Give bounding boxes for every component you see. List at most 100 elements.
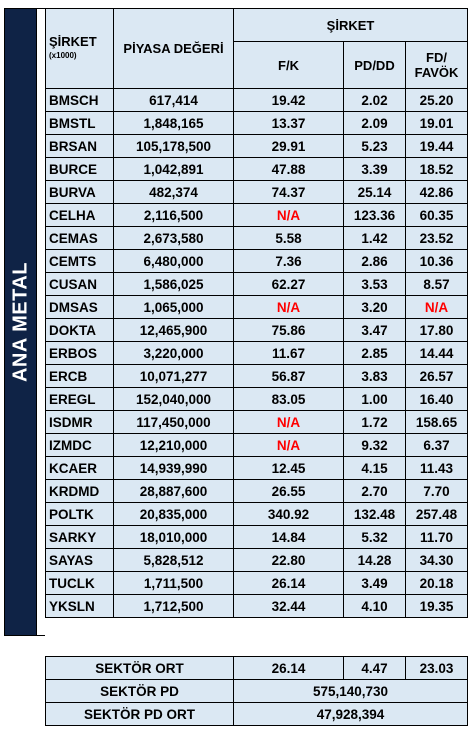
fd-favok-cell: 19.01 — [404, 111, 469, 135]
header-fd-line2: FAVÖK — [414, 65, 459, 80]
table-row: BMSCH 617,414 19.42 2.02 25.20 — [45, 88, 469, 112]
fk-cell: N/A — [233, 203, 344, 227]
ticker-cell: CEMTS — [45, 249, 114, 273]
sector-avg-label: SEKTÖR ORT — [45, 656, 234, 680]
pddd-cell: 2.02 — [343, 88, 406, 112]
market-value-cell: 482,374 — [113, 180, 234, 204]
market-value-cell: 14,939,990 — [113, 456, 234, 480]
fd-favok-cell: 14.44 — [404, 341, 469, 365]
market-value-cell: 12,210,000 — [113, 433, 234, 457]
fd-favok-cell: 60.35 — [404, 203, 469, 227]
sector-label-panel: ANA METAL — [4, 8, 37, 636]
fk-cell: N/A — [233, 295, 344, 319]
fk-cell: 340.92 — [233, 502, 344, 526]
pddd-cell: 3.49 — [343, 571, 406, 595]
pddd-cell: 14.28 — [343, 548, 406, 572]
table-row: BRSAN 105,178,500 29.91 5.23 19.44 — [45, 134, 469, 158]
pddd-cell: 4.10 — [343, 594, 406, 618]
fd-favok-cell: 25.20 — [404, 88, 469, 112]
table-row: SARKY 18,010,000 14.84 5.32 11.70 — [45, 525, 469, 549]
market-value-cell: 1,711,500 — [113, 571, 234, 595]
ticker-cell: IZMDC — [45, 433, 114, 457]
table-row: BMSTL 1,848,165 13.37 2.09 19.01 — [45, 111, 469, 135]
ticker-cell: CUSAN — [45, 272, 114, 296]
pddd-cell: 5.23 — [343, 134, 406, 158]
market-value-cell: 3,220,000 — [113, 341, 234, 365]
table-row: ERCB 10,071,277 56.87 3.83 26.57 — [45, 364, 469, 388]
market-value-cell: 1,712,500 — [113, 594, 234, 618]
market-value-cell: 1,586,025 — [113, 272, 234, 296]
table-row: POLTK 20,835,000 340.92 132.48 257.48 — [45, 502, 469, 526]
table-row: TUCLK 1,711,500 26.14 3.49 20.18 — [45, 571, 469, 595]
pddd-cell: 4.15 — [343, 456, 406, 480]
header-unit: (x1000) — [49, 50, 77, 60]
table-row: DOKTA 12,465,900 75.86 3.47 17.80 — [45, 318, 469, 342]
fd-favok-cell: 11.70 — [404, 525, 469, 549]
market-value-cell: 5,828,512 — [113, 548, 234, 572]
header-company: ŞİRKET (x1000) — [45, 8, 114, 89]
fk-cell: 5.58 — [233, 226, 344, 250]
pddd-cell: 1.72 — [343, 410, 406, 434]
market-value-cell: 10,071,277 — [113, 364, 234, 388]
ticker-cell: BURVA — [45, 180, 114, 204]
pddd-cell: 1.00 — [343, 387, 406, 411]
ticker-cell: ERCB — [45, 364, 114, 388]
table-row: CEMAS 2,673,580 5.58 1.42 23.52 — [45, 226, 469, 250]
ticker-cell: ERBOS — [45, 341, 114, 365]
header-company-group: ŞİRKET — [232, 8, 469, 42]
sector-pd-label: SEKTÖR PD — [45, 679, 234, 703]
fk-cell: 13.37 — [233, 111, 344, 135]
fk-cell: 47.88 — [233, 157, 344, 181]
table-row: YKSLN 1,712,500 32.44 4.10 19.35 — [45, 594, 469, 618]
header-market-value: PİYASA DEĞERİ — [113, 8, 234, 89]
fk-cell: 12.45 — [233, 456, 344, 480]
fd-favok-cell: 19.35 — [404, 594, 469, 618]
table-row: CUSAN 1,586,025 62.27 3.53 8.57 — [45, 272, 469, 296]
table-row: ISDMR 117,450,000 N/A 1.72 158.65 — [45, 410, 469, 434]
fd-favok-cell: 11.43 — [404, 456, 469, 480]
fk-cell: N/A — [233, 410, 344, 434]
table-row: BURVA 482,374 74.37 25.14 42.86 — [45, 180, 469, 204]
company-ratios-table: ŞİRKET (x1000) PİYASA DEĞERİ ŞİRKET F/K … — [45, 8, 469, 618]
fd-favok-cell: 6.37 — [404, 433, 469, 457]
market-value-cell: 617,414 — [113, 88, 234, 112]
ticker-cell: KCAER — [45, 456, 114, 480]
ticker-cell: BMSCH — [45, 88, 114, 112]
sector-pd-value: 575,140,730 — [233, 679, 468, 703]
pddd-cell: 5.32 — [343, 525, 406, 549]
market-value-cell: 1,065,000 — [113, 295, 234, 319]
fk-cell: 29.91 — [233, 134, 344, 158]
market-value-cell: 2,673,580 — [113, 226, 234, 250]
fk-cell: 11.67 — [233, 341, 344, 365]
fd-favok-cell: 20.18 — [404, 571, 469, 595]
fd-favok-cell: 17.80 — [404, 318, 469, 342]
table-row: ERBOS 3,220,000 11.67 2.85 14.44 — [45, 341, 469, 365]
fk-cell: 75.86 — [233, 318, 344, 342]
fd-favok-cell: 42.86 — [404, 180, 469, 204]
table-spacer — [37, 8, 45, 636]
header-company-label: ŞİRKET — [49, 33, 97, 49]
table-row: SAYAS 5,828,512 22.80 14.28 34.30 — [45, 548, 469, 572]
ticker-cell: TUCLK — [45, 571, 114, 595]
pddd-cell: 132.48 — [343, 502, 406, 526]
sector-avg-fd: 23.03 — [405, 656, 468, 680]
ticker-cell: SARKY — [45, 525, 114, 549]
fd-favok-cell: 19.44 — [404, 134, 469, 158]
fd-favok-cell: 34.30 — [404, 548, 469, 572]
fk-cell: 83.05 — [233, 387, 344, 411]
table-row: BURCE 1,042,891 47.88 3.39 18.52 — [45, 157, 469, 181]
ticker-cell: BMSTL — [45, 111, 114, 135]
fd-favok-cell: 257.48 — [404, 502, 469, 526]
fk-cell: N/A — [233, 433, 344, 457]
ticker-cell: EREGL — [45, 387, 114, 411]
pddd-cell: 3.20 — [343, 295, 406, 319]
pddd-cell: 123.36 — [343, 203, 406, 227]
ticker-cell: YKSLN — [45, 594, 114, 618]
fk-cell: 74.37 — [233, 180, 344, 204]
fd-favok-cell: 18.52 — [404, 157, 469, 181]
market-value-cell: 6,480,000 — [113, 249, 234, 273]
ticker-cell: BRSAN — [45, 134, 114, 158]
fk-cell: 19.42 — [233, 88, 344, 112]
sector-summary-table: SEKTÖR ORT 26.14 4.47 23.03 SEKTÖR PD 57… — [45, 656, 468, 726]
table-row: CELHA 2,116,500 N/A 123.36 60.35 — [45, 203, 469, 227]
